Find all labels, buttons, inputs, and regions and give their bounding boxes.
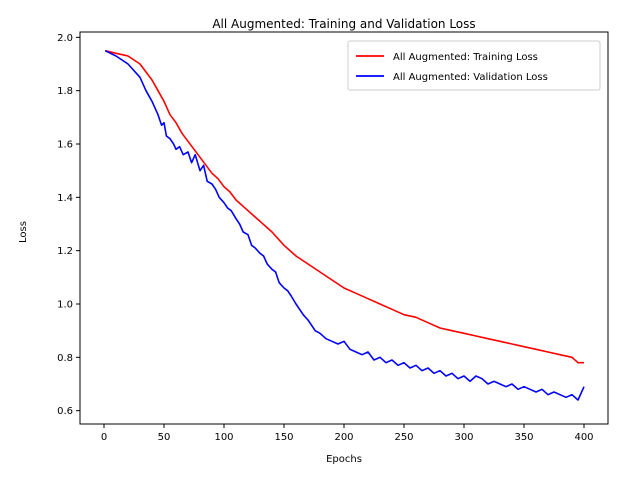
- x-tick-label: 300: [454, 432, 473, 443]
- validation-loss-line: [104, 49, 585, 401]
- legend-box: [347, 40, 601, 91]
- y-axis-label: Loss: [18, 221, 29, 243]
- x-axis-label: Epochs: [326, 454, 362, 465]
- y-tick-label: 1.4: [57, 193, 73, 204]
- y-tick-label: 1.8: [57, 86, 73, 97]
- y-tick-label: 1.0: [57, 300, 73, 311]
- plot-area: [104, 49, 585, 401]
- x-tick-label: 0: [101, 432, 107, 443]
- x-tick-label: 400: [574, 432, 593, 443]
- y-tick-label: 1.2: [57, 246, 73, 257]
- legend-label-validation: All Augmented: Validation Loss: [393, 72, 548, 83]
- x-tick-label: 350: [514, 432, 533, 443]
- training-loss-line: [105, 49, 584, 364]
- x-tick-label: 50: [158, 432, 171, 443]
- legend: All Augmented: Training Loss All Augment…: [347, 40, 601, 91]
- x-axis-ticks: 0 50 100 150 200 250 300 350 400: [101, 424, 594, 443]
- x-tick-label: 150: [274, 432, 293, 443]
- y-axis-ticks: 0.6 0.8 1.0 1.2 1.4 1.6 1.8 2.0: [57, 33, 80, 417]
- x-tick-label: 100: [214, 432, 233, 443]
- chart-title: All Augmented: Training and Validation L…: [212, 17, 475, 31]
- x-tick-label: 200: [334, 432, 353, 443]
- y-tick-label: 2.0: [57, 33, 73, 44]
- y-tick-label: 1.6: [57, 140, 73, 151]
- y-tick-label: 0.6: [57, 406, 73, 417]
- axes-frame: [79, 31, 609, 425]
- legend-label-training: All Augmented: Training Loss: [393, 52, 538, 63]
- x-tick-label: 250: [394, 432, 413, 443]
- y-tick-label: 0.8: [57, 353, 73, 364]
